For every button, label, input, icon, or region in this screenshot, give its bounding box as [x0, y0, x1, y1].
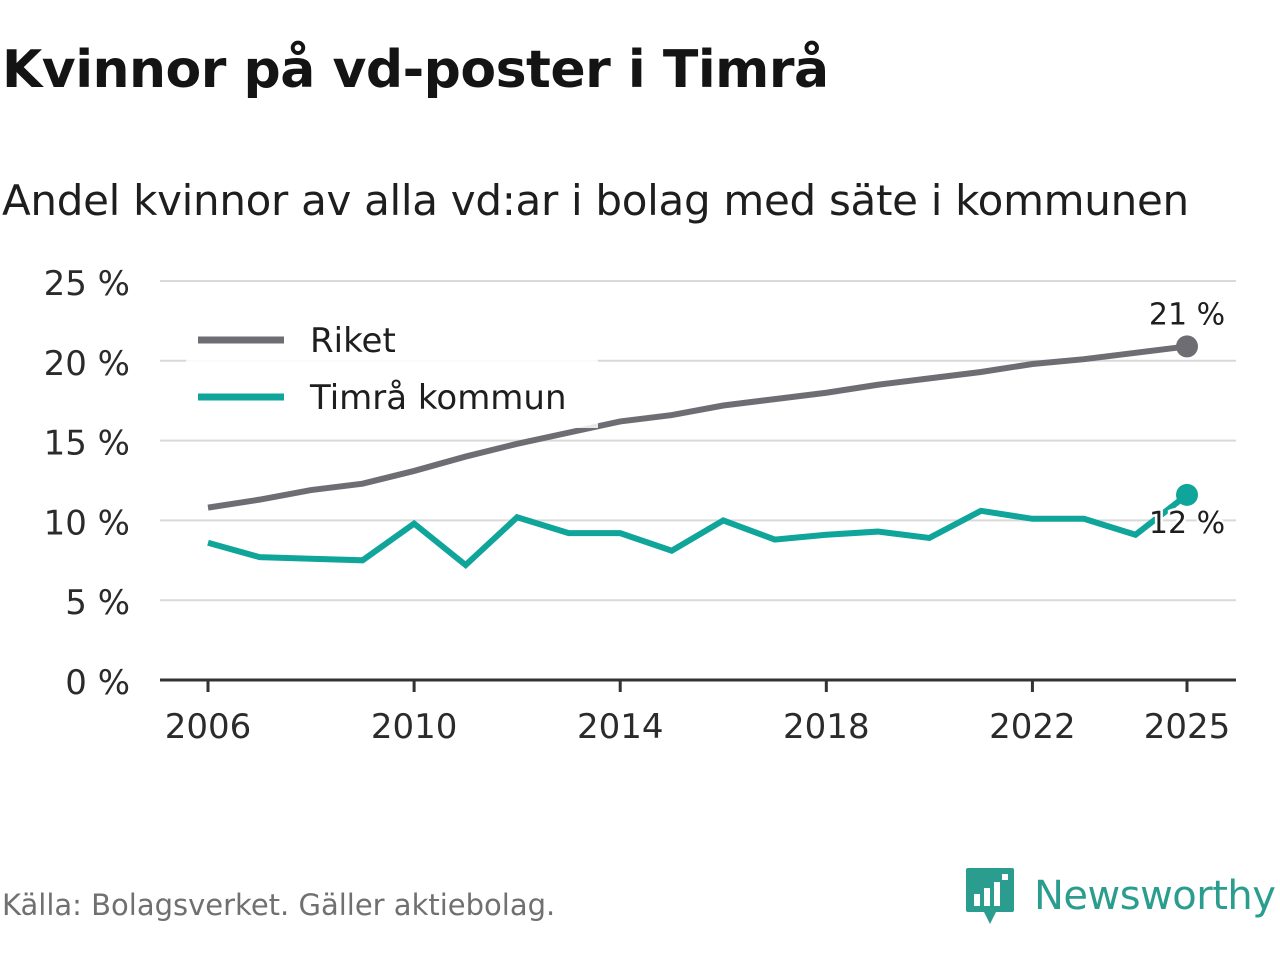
x-axis-ticks: 2006 2010 2014 2018 2022 2025 [165, 680, 1231, 747]
series-endpoints: 21 % 12 % [1146, 295, 1227, 543]
y-tick-label: 5 % [65, 583, 130, 623]
brand-logo: Newsworthy [964, 866, 1276, 926]
y-tick-label: 0 % [65, 663, 130, 703]
endpoint-marker [1176, 483, 1198, 506]
chart-subtitle: Andel kvinnor av alla vd:ar i bolag med … [2, 176, 1189, 225]
line-chart: 0 %5 %10 %15 %20 %25 % 2006 2010 2014 2018 2… [44, 264, 1236, 747]
x-tick-label: 2006 [165, 707, 252, 747]
series-line-riket [207, 343, 1188, 511]
newsworthy-logo-icon [966, 868, 1014, 924]
series-lines [207, 343, 1189, 570]
y-tick-label: 20 % [44, 344, 130, 384]
x-tick-label: 2018 [783, 707, 870, 747]
y-axis-tick-labels: 0 % 5 % 10 % 15 % 20 % 25 % [44, 264, 130, 703]
legend-background [186, 308, 598, 428]
endpoint-marker [1176, 335, 1198, 358]
series-line-timr-kommun [207, 492, 1189, 570]
x-tick-label: 2014 [577, 707, 664, 747]
source-note: Källa: Bolagsverket. Gäller aktiebolag. [2, 888, 556, 922]
y-tick-label: 25 % [44, 264, 130, 304]
chart-title: Kvinnor på vd-poster i Timrå [2, 40, 829, 100]
x-tick-label: 2025 [1144, 707, 1231, 747]
y-tick-label: 15 % [44, 424, 130, 464]
legend-label: Riket [310, 321, 396, 361]
end-label: 12 % [1149, 506, 1225, 541]
x-tick-label: 2022 [989, 707, 1076, 747]
x-tick-label: 2010 [371, 707, 458, 747]
legend: Riket Timrå kommun [186, 308, 598, 428]
legend-label: Timrå kommun [309, 378, 567, 418]
y-tick-label: 10 % [44, 503, 130, 543]
end-label: 21 % [1149, 297, 1225, 332]
brand-name: Newsworthy [1034, 873, 1276, 919]
